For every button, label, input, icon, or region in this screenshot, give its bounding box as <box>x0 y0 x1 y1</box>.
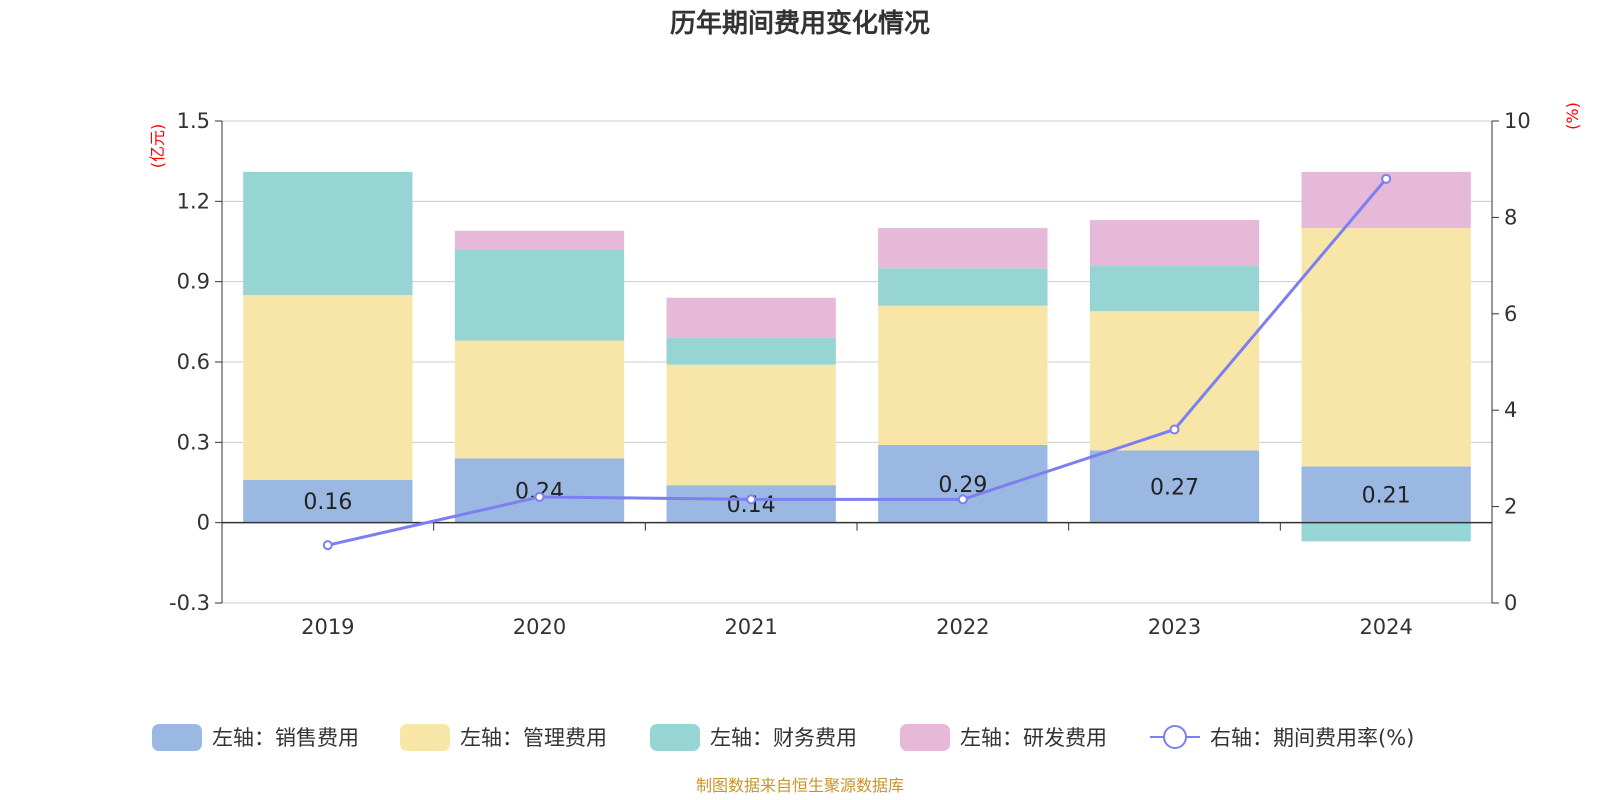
legend-swatch <box>900 724 950 751</box>
left-tick-label: 1.2 <box>177 189 210 213</box>
source-note: 制图数据来自恒生聚源数据库 <box>696 776 904 795</box>
bar-segment <box>454 230 625 250</box>
right-tick-label: 8 <box>1504 205 1517 229</box>
line-point <box>957 494 968 505</box>
bar-segment <box>1089 450 1260 523</box>
data-label: 0.21 <box>1362 484 1411 509</box>
bar-segment <box>1301 466 1471 523</box>
bar-segment <box>243 479 413 523</box>
x-tick-label: 2019 <box>301 615 354 639</box>
legend-swatch <box>152 724 202 751</box>
left-tick-label: 0.9 <box>177 270 210 294</box>
data-label: 0.16 <box>303 490 352 515</box>
left-tick-label: 0.6 <box>177 350 210 374</box>
right-tick-label: 10 <box>1504 109 1531 133</box>
left-tick-label: 0 <box>197 511 210 535</box>
x-tick-label: 2020 <box>513 615 566 639</box>
axes: -0.3 0 0.3 0.6 0.9 1.2 1.5 0 2 4 6 8 10 2019 2020 2021 2… <box>169 109 1531 639</box>
legend-swatch <box>400 724 450 751</box>
line-point <box>1381 173 1392 184</box>
right-axis-unit: (%) <box>1563 102 1582 130</box>
right-tick-label: 0 <box>1504 591 1517 615</box>
legend-label: 左轴：销售费用 <box>212 726 359 750</box>
bar-segment <box>1089 265 1260 312</box>
right-tick-label: 6 <box>1504 302 1517 326</box>
legend-label: 右轴：期间费用率(%) <box>1210 726 1414 750</box>
legend: 左轴：销售费用 左轴：管理费用 左轴：财务费用 左轴：研发费用 右轴：期间费用率(%) <box>152 724 1414 751</box>
x-tick-label: 2023 <box>1148 615 1201 639</box>
x-tick-label: 2021 <box>724 615 777 639</box>
bar-segment <box>1301 522 1471 542</box>
bars <box>243 171 1471 542</box>
chart-title: 历年期间费用变化情况 <box>670 8 930 39</box>
bar-segment <box>1301 228 1471 467</box>
legend-swatch <box>650 724 700 751</box>
line-path <box>327 177 1388 547</box>
line-point <box>534 491 545 502</box>
bar-segment <box>1089 220 1260 266</box>
gridlines <box>222 120 1492 604</box>
bar-segment <box>454 249 625 341</box>
bar-segment <box>454 340 625 459</box>
x-tick-label: 2024 <box>1359 615 1412 639</box>
legend-label: 左轴：研发费用 <box>960 726 1107 750</box>
line-point <box>746 494 757 505</box>
bar-segment <box>878 305 1048 446</box>
bar-segment <box>666 297 836 338</box>
bar-segment <box>666 364 836 486</box>
legend-label: 左轴：财务费用 <box>710 726 857 750</box>
data-label: 0.27 <box>1150 476 1199 501</box>
line-point <box>1169 424 1180 435</box>
line-point <box>322 540 333 551</box>
right-tick-label: 4 <box>1504 398 1517 422</box>
bar-segment <box>243 171 413 296</box>
rate-line <box>322 173 1392 551</box>
legend-label: 左轴：管理费用 <box>460 726 607 750</box>
left-tick-label: -0.3 <box>169 591 210 615</box>
bar-segment <box>878 268 1048 306</box>
left-tick-label: 0.3 <box>177 430 210 454</box>
bar-segment <box>243 295 413 480</box>
bar-segment <box>878 228 1048 269</box>
x-tick-label: 2022 <box>936 615 989 639</box>
bar-segment <box>454 458 625 523</box>
right-tick-label: 2 <box>1504 495 1517 519</box>
bar-segment <box>666 337 836 365</box>
bar-segment <box>878 445 1048 523</box>
left-axis-unit: (亿元) <box>148 124 167 169</box>
legend-marker <box>1163 725 1187 749</box>
left-tick-label: 1.5 <box>177 109 210 133</box>
